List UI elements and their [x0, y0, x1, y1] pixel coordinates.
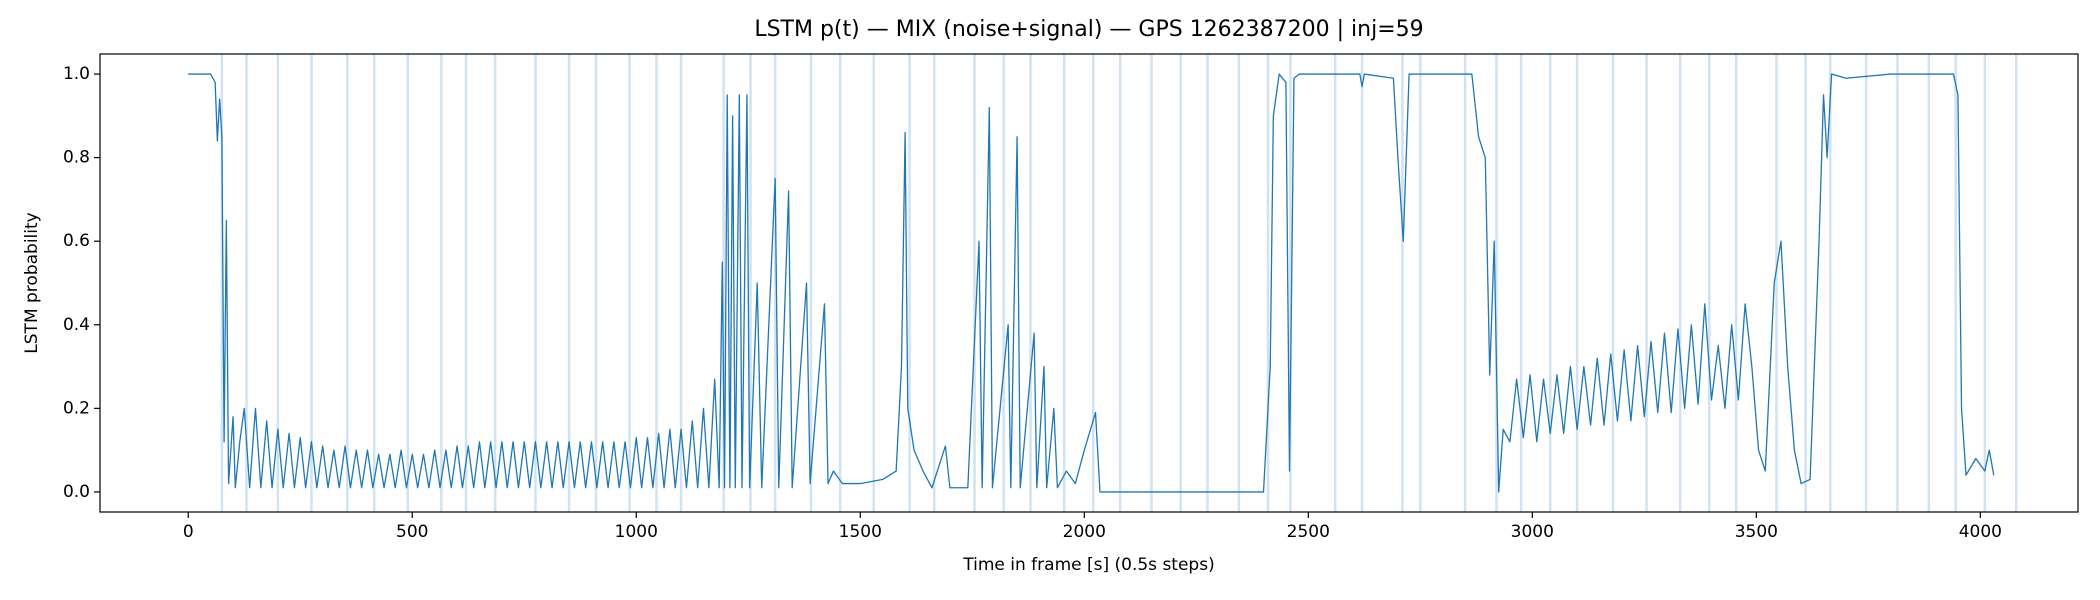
y-tick-label: 0.4 [63, 315, 90, 335]
x-tick-label: 4000 [1959, 522, 2002, 542]
y-axis-label: LSTM probability [22, 212, 42, 353]
x-tick-label: 1500 [839, 522, 882, 542]
y-tick-label: 0.8 [63, 148, 90, 168]
chart-title: LSTM p(t) — MIX (noise+signal) — GPS 126… [754, 17, 1423, 42]
y-tick-label: 0.2 [63, 398, 90, 418]
probability-line [188, 73, 1995, 493]
x-tick-label: 2500 [1287, 522, 1330, 542]
y-tick-label: 0.0 [63, 482, 90, 502]
x-tick-label: 0 [183, 522, 194, 542]
x-tick-label: 1000 [615, 522, 658, 542]
x-axis-label: Time in frame [s] (0.5s steps) [962, 555, 1214, 575]
plot-frame [99, 53, 2079, 513]
x-tick-label: 500 [396, 522, 428, 542]
x-tick-label: 3000 [1511, 522, 1554, 542]
x-tick-label: 3500 [1735, 522, 1778, 542]
x-tick-label: 2000 [1063, 522, 1106, 542]
y-tick-label: 0.6 [63, 231, 90, 251]
y-tick-label: 1.0 [63, 64, 90, 84]
